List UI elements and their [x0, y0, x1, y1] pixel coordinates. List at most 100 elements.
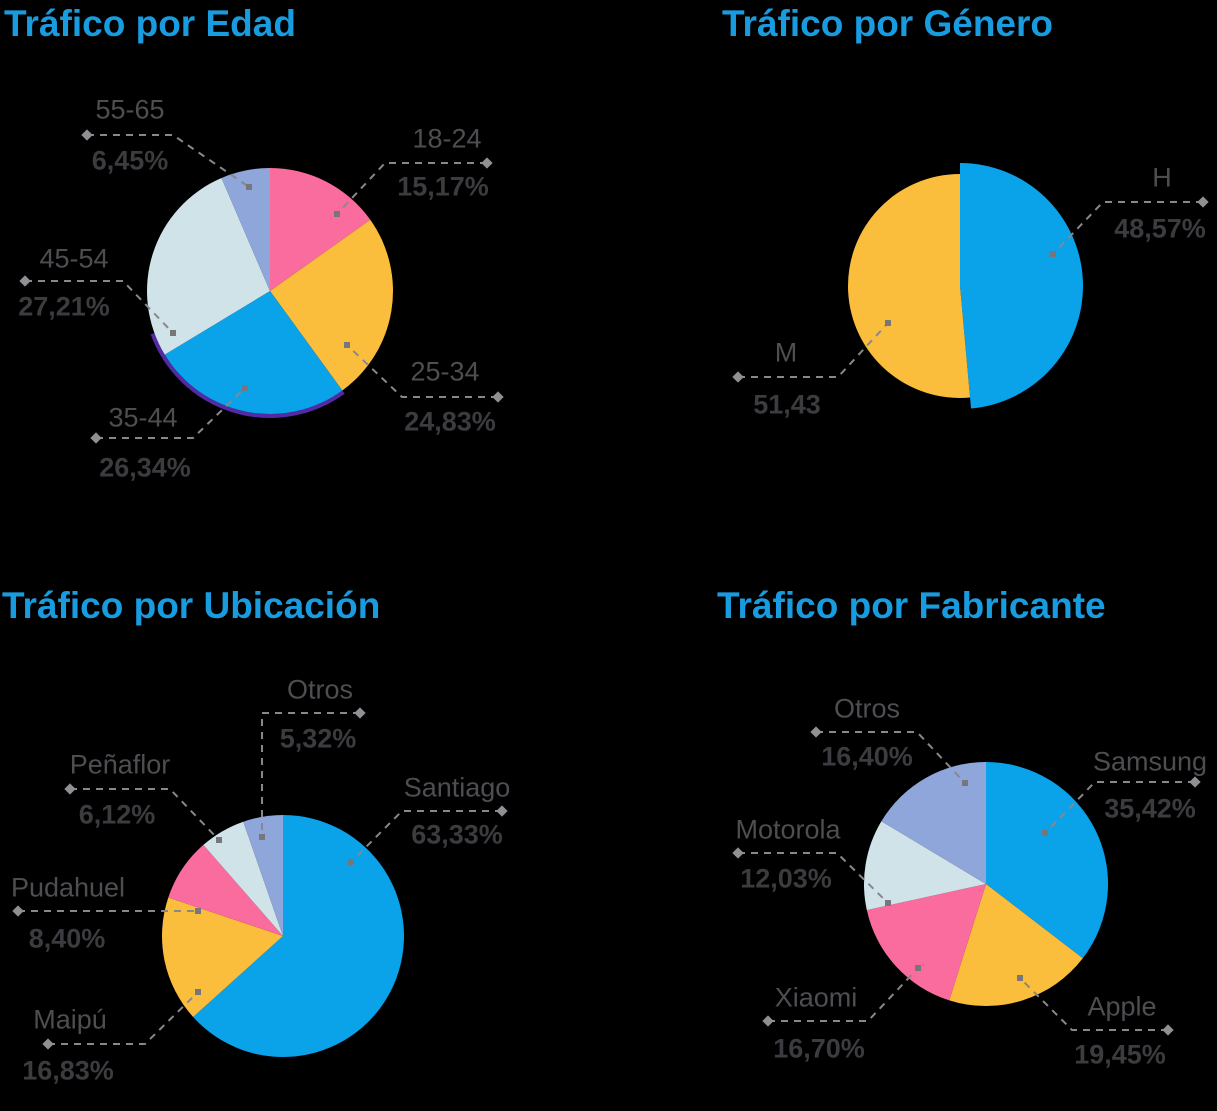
- slice-value-tr-fico-por-ubicaci-n-pe-aflor: 6,12%: [78, 799, 156, 830]
- pie-slice-tr-fico-por-fabricante-motorola[interactable]: [864, 821, 986, 911]
- slice-value-tr-fico-por-g-nero-m: 51,43: [753, 389, 821, 420]
- chart-title-fabricante: Tráfico por Fabricante: [717, 585, 1106, 626]
- callout-dot-tr-fico-por-fabricante-xiaomi: [915, 965, 921, 971]
- callout-diamond-tr-fico-por-fabricante-motorola: [732, 847, 744, 859]
- pie-slice-tr-fico-por-fabricante-xiaomi[interactable]: [866, 884, 986, 1001]
- slice-name-tr-fico-por-ubicaci-n-otros: Otros: [286, 674, 354, 705]
- callout-diamond-tr-fico-por-ubicaci-n-pe-aflor: [64, 783, 76, 795]
- slice-name-tr-fico-por-edad-25-34: 25-34: [410, 356, 480, 387]
- pie-slice-tr-fico-por-ubicaci-n-santiago[interactable]: [193, 815, 404, 1057]
- pie-slice-tr-fico-por-ubicaci-n-pe-aflor[interactable]: [203, 821, 283, 936]
- pie-slice-tr-fico-por-fabricante-apple[interactable]: [949, 884, 1083, 1006]
- slice-name-tr-fico-por-fabricante-samsung: Samsung: [1092, 746, 1208, 777]
- callout-diamond-tr-fico-por-ubicaci-n-santiago: [496, 805, 508, 817]
- callout-dot-tr-fico-por-edad-35-44: [242, 385, 248, 391]
- pie-slice-tr-fico-por-fabricante-samsung[interactable]: [986, 762, 1108, 959]
- callout-line-tr-fico-por-edad-55-65: [87, 134, 250, 188]
- slice-name-tr-fico-por-edad-18-24: 18-24: [412, 123, 482, 154]
- pie-slice-tr-fico-por-ubicaci-n-otros[interactable]: [243, 815, 283, 936]
- slice-name-tr-fico-por-fabricante-motorola: Motorola: [735, 814, 841, 845]
- callout-diamond-tr-fico-por-g-nero-h: [1197, 196, 1209, 208]
- slice-name-tr-fico-por-ubicaci-n-maip: Maipú: [33, 1004, 107, 1035]
- chart-title-edad: Tráfico por Edad: [4, 3, 296, 44]
- pie-slice-tr-fico-por-edad-25-34[interactable]: [270, 219, 393, 391]
- slice-name-tr-fico-por-ubicaci-n-pe-aflor: Peñaflor: [69, 749, 171, 780]
- callout-line-tr-fico-por-fabricante-apple: [1019, 977, 1168, 1031]
- slice-value-tr-fico-por-fabricante-motorola: 12,03%: [740, 863, 832, 894]
- slice-value-tr-fico-por-fabricante-otros: 16,40%: [821, 741, 913, 772]
- callout-dot-tr-fico-por-g-nero-m: [885, 320, 891, 326]
- slice-value-tr-fico-por-g-nero-h: 48,57%: [1114, 213, 1206, 244]
- callout-line-tr-fico-por-fabricante-otros: [816, 731, 966, 784]
- slice-name-tr-fico-por-fabricante-xiaomi: Xiaomi: [774, 982, 858, 1013]
- slice-value-tr-fico-por-edad-18-24: 15,17%: [397, 171, 489, 202]
- callout-dot-tr-fico-por-g-nero-h: [1050, 251, 1056, 257]
- callout-line-tr-fico-por-edad-18-24: [336, 162, 487, 215]
- callout-diamond-tr-fico-por-fabricante-samsung: [1189, 776, 1201, 788]
- callout-line-tr-fico-por-edad-45-54: [25, 280, 174, 334]
- callout-dot-tr-fico-por-ubicaci-n-pe-aflor: [216, 837, 222, 843]
- callout-line-tr-fico-por-ubicaci-n-otros: [261, 712, 360, 837]
- pie-slice-tr-fico-por-edad-18-24[interactable]: [270, 168, 371, 291]
- slice-value-tr-fico-por-ubicaci-n-pudahuel: 8,40%: [28, 923, 106, 954]
- slice-value-tr-fico-por-edad-25-34: 24,83%: [404, 406, 496, 437]
- callout-line-tr-fico-por-fabricante-motorola: [738, 852, 889, 904]
- callout-dot-tr-fico-por-edad-45-54: [170, 330, 176, 336]
- slice-name-tr-fico-por-edad-55-65: 55-65: [95, 94, 165, 125]
- callout-diamond-tr-fico-por-edad-55-65: [81, 129, 93, 141]
- callout-dot-tr-fico-por-ubicaci-n-pudahuel: [195, 908, 201, 914]
- callout-diamond-tr-fico-por-edad-35-44: [90, 432, 102, 444]
- pie-slice-tr-fico-por-ubicaci-n-pudahuel[interactable]: [168, 844, 283, 936]
- pie-shadow-arc-tr-fico-por-edad: [150, 333, 345, 418]
- callout-line-tr-fico-por-ubicaci-n-maip: [48, 991, 199, 1045]
- callout-dot-tr-fico-por-edad-25-34: [344, 342, 350, 348]
- pie-slice-tr-fico-por-edad-45-54[interactable]: [146, 177, 270, 355]
- slice-value-tr-fico-por-fabricante-xiaomi: 16,70%: [773, 1033, 865, 1064]
- callout-dot-tr-fico-por-fabricante-motorola: [885, 900, 891, 906]
- callout-diamond-tr-fico-por-ubicaci-n-maip: [42, 1038, 54, 1050]
- callout-diamond-tr-fico-por-fabricante-apple: [1162, 1024, 1174, 1036]
- slice-value-tr-fico-por-edad-45-54: 27,21%: [18, 291, 110, 322]
- slice-value-tr-fico-por-ubicaci-n-santiago: 63,33%: [411, 819, 503, 850]
- callout-dot-tr-fico-por-edad-18-24: [334, 211, 340, 217]
- slice-name-tr-fico-por-g-nero-m: M: [774, 337, 798, 368]
- slice-value-tr-fico-por-fabricante-apple: 19,45%: [1074, 1039, 1166, 1070]
- callout-dot-tr-fico-por-fabricante-apple: [1017, 975, 1023, 981]
- slice-value-tr-fico-por-edad-55-65: 6,45%: [91, 145, 169, 176]
- slice-name-tr-fico-por-g-nero-h: H: [1152, 162, 1172, 193]
- callout-dot-tr-fico-por-edad-55-65: [246, 184, 252, 190]
- pie-slice-tr-fico-por-ubicaci-n-maip[interactable]: [162, 897, 283, 1017]
- callout-diamond-tr-fico-por-edad-45-54: [19, 275, 31, 287]
- callout-diamond-tr-fico-por-edad-25-34: [492, 391, 504, 403]
- callout-line-tr-fico-por-fabricante-samsung: [1044, 781, 1195, 834]
- pie-slice-tr-fico-por-g-nero-m[interactable]: [848, 174, 971, 398]
- pie-slice-tr-fico-por-g-nero-h[interactable]: [960, 163, 1083, 409]
- callout-line-tr-fico-por-edad-35-44: [96, 387, 246, 439]
- slice-value-tr-fico-por-ubicaci-n-otros: 5,32%: [279, 723, 357, 754]
- callout-line-tr-fico-por-ubicaci-n-pe-aflor: [70, 788, 220, 841]
- callout-line-tr-fico-por-fabricante-xiaomi: [768, 967, 919, 1022]
- slice-name-tr-fico-por-ubicaci-n-pudahuel: Pudahuel: [10, 872, 126, 903]
- callout-diamond-tr-fico-por-g-nero-m: [732, 371, 744, 383]
- callout-dot-tr-fico-por-fabricante-samsung: [1042, 830, 1048, 836]
- callout-diamond-tr-fico-por-fabricante-xiaomi: [762, 1015, 774, 1027]
- callout-line-tr-fico-por-ubicaci-n-santiago: [350, 810, 502, 863]
- pie-slice-tr-fico-por-edad-55-65[interactable]: [221, 168, 270, 291]
- slice-value-tr-fico-por-edad-35-44: 26,34%: [99, 452, 191, 483]
- slice-name-tr-fico-por-edad-35-44: 35-44: [108, 402, 178, 433]
- slice-name-tr-fico-por-fabricante-apple: Apple: [1087, 991, 1157, 1022]
- callout-dot-tr-fico-por-ubicaci-n-santiago: [348, 859, 354, 865]
- chart-title-ubicacion: Tráfico por Ubicación: [2, 585, 381, 626]
- callout-dot-tr-fico-por-ubicaci-n-maip: [195, 989, 201, 995]
- callout-line-tr-fico-por-g-nero-m: [738, 322, 889, 378]
- callout-line-tr-fico-por-g-nero-h: [1052, 201, 1203, 255]
- callout-diamond-tr-fico-por-edad-18-24: [481, 157, 493, 169]
- callout-diamond-tr-fico-por-ubicaci-n-otros: [354, 707, 366, 719]
- slice-name-tr-fico-por-ubicaci-n-santiago: Santiago: [403, 772, 511, 803]
- pie-slice-tr-fico-por-edad-35-44[interactable]: [164, 291, 343, 414]
- pie-slice-tr-fico-por-fabricante-otros[interactable]: [881, 762, 986, 884]
- callout-dot-tr-fico-por-ubicaci-n-otros: [259, 834, 265, 840]
- slice-name-tr-fico-por-edad-45-54: 45-54: [39, 243, 109, 274]
